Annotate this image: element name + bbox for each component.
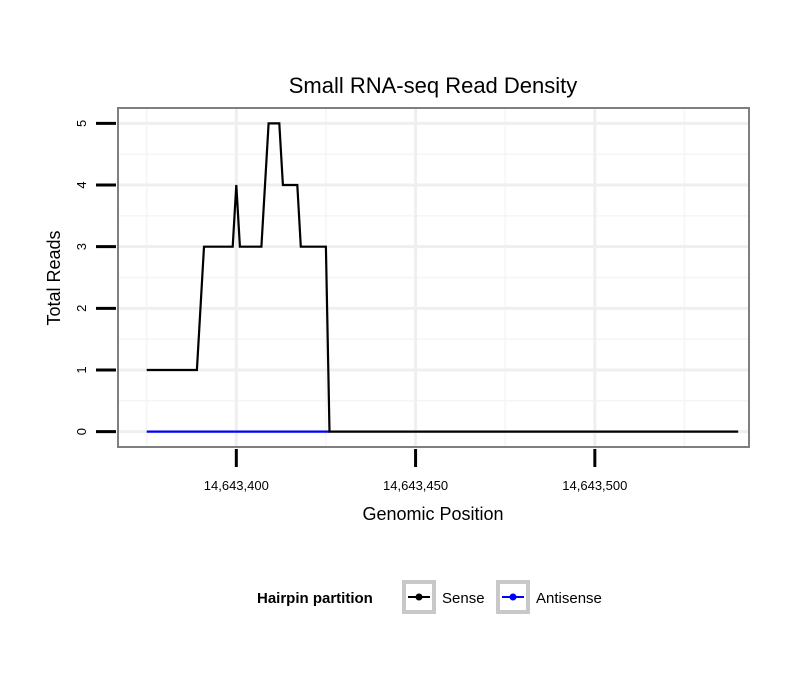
series-layer <box>146 122 739 433</box>
legend-title: Hairpin partition <box>257 590 373 607</box>
legend-item-antisense: Antisense <box>496 580 602 614</box>
x-tick-label: 14,643,450 <box>383 478 448 493</box>
y-tick-label: 3 <box>74 243 89 250</box>
plot-border <box>117 107 750 448</box>
legend-label-sense: Sense <box>442 590 485 607</box>
legend-dot-sense <box>415 593 423 601</box>
series-line-sense <box>146 122 739 433</box>
legend-item-sense: Sense <box>402 580 485 614</box>
y-axis: 0 1 2 3 4 5 <box>74 120 116 435</box>
x-tick-label: 14,643,400 <box>204 478 269 493</box>
legend-label-antisense: Antisense <box>536 590 602 607</box>
y-tick-label: 2 <box>74 305 89 312</box>
x-axis-label: Genomic Position <box>362 504 503 524</box>
x-axis: 14,643,400 14,643,450 14,643,500 <box>204 449 627 493</box>
plot-area <box>117 107 750 448</box>
x-tick-label: 14,643,500 <box>562 478 627 493</box>
legend-dot-antisense <box>509 593 517 601</box>
legend: Hairpin partition Sense Antisense <box>257 580 602 614</box>
y-axis-label: Total Reads <box>44 230 64 325</box>
y-tick-label: 5 <box>74 120 89 127</box>
y-tick-label: 1 <box>74 366 89 373</box>
chart-title: Small RNA-seq Read Density <box>289 73 578 98</box>
y-tick-label: 4 <box>74 181 89 188</box>
y-tick-label: 0 <box>74 428 89 435</box>
